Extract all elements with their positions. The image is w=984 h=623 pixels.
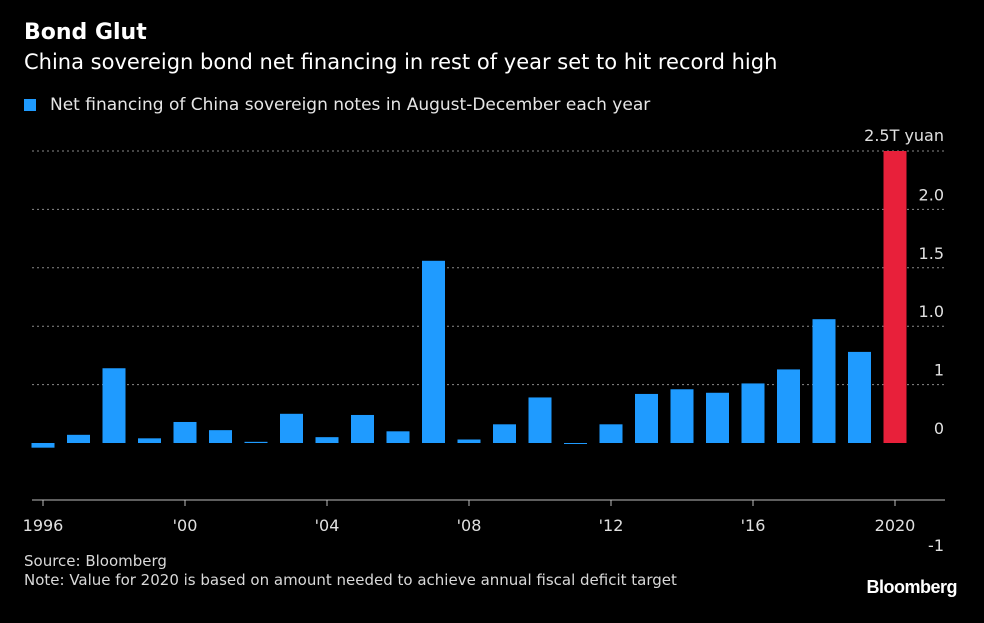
gridlines xyxy=(32,150,945,386)
bar-2009 xyxy=(493,424,516,443)
x-tick-label-2004: '04 xyxy=(315,516,340,535)
bar-2005 xyxy=(351,414,374,443)
bar-2001 xyxy=(209,430,232,443)
legend-label: Net financing of China sovereign notes i… xyxy=(50,95,651,115)
chart-subtitle: China sovereign bond net financing in re… xyxy=(24,50,778,74)
y-axis-labels: 2.5T yuan 2.0 1.5 1.0 1 0 -1 xyxy=(864,126,944,555)
footnote: Note: Value for 2020 is based on amount … xyxy=(24,571,677,589)
y-tick-label-0: 2.5T yuan xyxy=(864,126,944,145)
y-tick-label-5: 0 xyxy=(934,419,944,438)
y-tick-label-2: 1.5 xyxy=(919,244,944,263)
legend-swatch xyxy=(24,99,36,111)
bar-2020 xyxy=(883,151,907,443)
bar-2016 xyxy=(741,383,765,443)
y-tick-label-3: 1.0 xyxy=(919,302,944,321)
bar-2012 xyxy=(599,424,623,443)
bar-2017 xyxy=(777,369,800,443)
x-tick-label-2008: '08 xyxy=(457,516,482,535)
source-note: Source: Bloomberg xyxy=(24,552,167,570)
x-tick-label-2000: '00 xyxy=(173,516,198,535)
y-tick-label-1: 2.0 xyxy=(919,185,944,204)
bar-1996 xyxy=(31,443,55,448)
legend: Net financing of China sovereign notes i… xyxy=(24,95,650,115)
bar-2015 xyxy=(706,392,729,443)
x-tick-label-2020: 2020 xyxy=(875,516,916,535)
x-axis: 1996 '00 '04 '08 '12 '16 2020 xyxy=(23,499,945,535)
bar-2007 xyxy=(422,260,445,443)
bar-2004 xyxy=(315,437,339,443)
bar-2002 xyxy=(244,441,268,443)
x-tick-label-2012: '12 xyxy=(599,516,624,535)
bar-1999 xyxy=(138,438,161,443)
bloomberg-logo: Bloomberg xyxy=(866,577,957,597)
bar-2013 xyxy=(635,393,658,443)
bar-2006 xyxy=(386,431,410,443)
bar-2003 xyxy=(280,413,303,443)
bar-2011 xyxy=(564,443,587,444)
bars xyxy=(31,151,907,448)
bar-1997 xyxy=(67,434,90,443)
x-tick-label-1996: 1996 xyxy=(23,516,64,535)
bar-2014 xyxy=(670,389,694,443)
bar-2008 xyxy=(457,439,481,443)
y-tick-label-4: 1 xyxy=(934,361,944,380)
bar-1998 xyxy=(102,368,126,443)
bar-2010 xyxy=(528,397,552,443)
x-tick-label-2016: '16 xyxy=(741,516,766,535)
bar-2019 xyxy=(848,351,871,443)
y-tick-label-6: -1 xyxy=(928,536,944,555)
bar-2018 xyxy=(812,319,836,443)
bar-2000 xyxy=(173,421,197,443)
chart-title: Bond Glut xyxy=(24,20,147,45)
